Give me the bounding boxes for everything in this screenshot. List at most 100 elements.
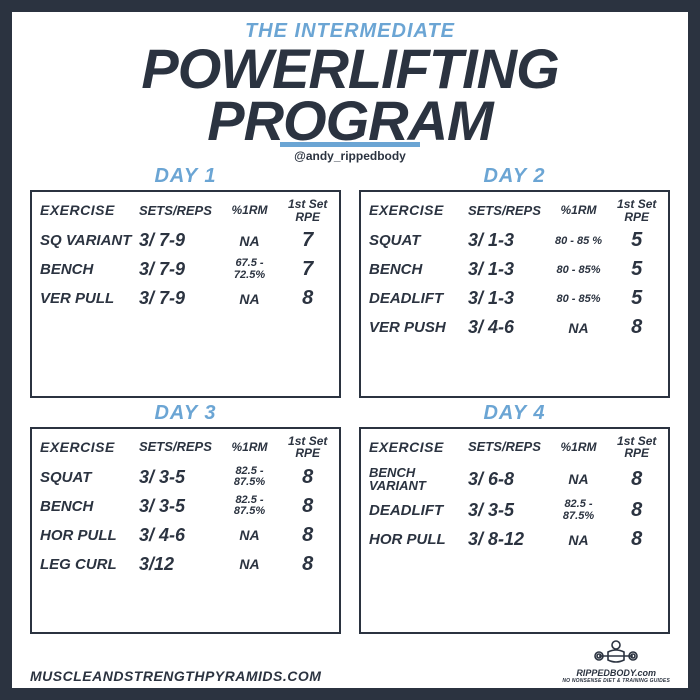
col-sets: SETS/REPS	[139, 440, 215, 454]
cell-sets: 3/ 6-8	[468, 469, 544, 490]
table-row: SQ VARIANT 3/ 7-9 NA 7	[40, 229, 331, 252]
cell-rm: NA	[544, 471, 614, 487]
col-rm: %1RM	[544, 441, 614, 454]
col-rm: %1RM	[215, 441, 285, 454]
table-row: BENCH 3/ 1-3 80 - 85% 5	[369, 258, 660, 281]
cell-ex: BENCHVARIANT	[369, 466, 468, 493]
table-header: EXERCISE SETS/REPS %1RM 1st SetRPE	[369, 198, 660, 223]
table-header: EXERCISE SETS/REPS %1RM 1st SetRPE	[40, 435, 331, 460]
cell-rpe: 8	[613, 468, 660, 491]
cell-sets: 3/12	[139, 554, 215, 575]
day1-block: DAY 1 EXERCISE SETS/REPS %1RM 1st SetRPE…	[30, 165, 341, 397]
table-row: HOR PULL 3/ 8-12 NA 8	[369, 528, 660, 551]
footer-right-logo: RIPPEDBODY.com NO NONSENSE DIET & TRAINI…	[562, 638, 670, 684]
cell-sets: 3/ 1-3	[468, 288, 544, 309]
day2-block: DAY 2 EXERCISE SETS/REPS %1RM 1st SetRPE…	[359, 165, 670, 397]
cell-rm: 67.5 -72.5%	[215, 258, 285, 281]
footer-tagline: NO NONSENSE DIET & TRAINING GUIDES	[562, 678, 670, 684]
table-row: BENCHVARIANT 3/ 6-8 NA 8	[369, 466, 660, 493]
cell-sets: 3/ 1-3	[468, 259, 544, 280]
cell-ex: BENCH	[369, 261, 468, 278]
cell-ex: DEADLIFT	[369, 502, 468, 519]
cell-rm: NA	[215, 556, 285, 572]
title-line2: PROGRAM	[30, 95, 670, 147]
cell-rpe: 8	[284, 287, 331, 310]
cell-rpe: 7	[284, 258, 331, 281]
col-rpe: 1st SetRPE	[284, 198, 331, 223]
cell-ex: HOR PULL	[369, 531, 468, 548]
cell-sets: 3/ 8-12	[468, 529, 544, 550]
day2-table: EXERCISE SETS/REPS %1RM 1st SetRPE SQUAT…	[359, 190, 670, 397]
day4-block: DAY 4 EXERCISE SETS/REPS %1RM 1st SetRPE…	[359, 402, 670, 634]
cell-rm: 82.5 -87.5%	[215, 466, 285, 489]
footer-brand: RIPPEDBODY.com	[562, 668, 670, 678]
table-header: EXERCISE SETS/REPS %1RM 1st SetRPE	[40, 198, 331, 223]
table-row: BENCH 3/ 3-5 82.5 -87.5% 8	[40, 495, 331, 518]
cell-ex: VER PUSH	[369, 319, 468, 336]
cell-rpe: 8	[613, 528, 660, 551]
cell-rm: 82.5 -87.5%	[215, 495, 285, 518]
table-row: SQUAT 3/ 3-5 82.5 -87.5% 8	[40, 466, 331, 489]
cell-rm: 82.5 -87.5%	[544, 499, 614, 522]
cell-rm: NA	[544, 532, 614, 548]
cell-ex: SQUAT	[369, 232, 468, 249]
cell-ex: SQ VARIANT	[40, 232, 139, 249]
col-sets: SETS/REPS	[468, 440, 544, 454]
cell-rm: NA	[215, 527, 285, 543]
table-row: VER PULL 3/ 7-9 NA 8	[40, 287, 331, 310]
table-row: VER PUSH 3/ 4-6 NA 8	[369, 316, 660, 339]
col-exercise: EXERCISE	[369, 203, 468, 218]
cell-ex: HOR PULL	[40, 527, 139, 544]
cell-rpe: 5	[613, 258, 660, 281]
cell-ex: SQUAT	[40, 469, 139, 486]
cell-rpe: 8	[284, 466, 331, 489]
footer-left-url: MUSCLEANDSTRENGTHPYRAMIDS.COM	[30, 668, 321, 684]
cell-rpe: 7	[284, 229, 331, 252]
table-row: SQUAT 3/ 1-3 80 - 85 % 5	[369, 229, 660, 252]
cell-rm: NA	[215, 291, 285, 307]
table-row: DEADLIFT 3/ 1-3 80 - 85% 5	[369, 287, 660, 310]
cell-ex: VER PULL	[40, 290, 139, 307]
cell-sets: 3/ 7-9	[139, 259, 215, 280]
day3-table: EXERCISE SETS/REPS %1RM 1st SetRPE SQUAT…	[30, 427, 341, 634]
rippedbody-logo-icon	[593, 638, 639, 668]
cell-ex: DEADLIFT	[369, 290, 468, 307]
col-rpe: 1st SetRPE	[284, 435, 331, 460]
col-exercise: EXERCISE	[369, 440, 468, 455]
cell-rpe: 8	[613, 316, 660, 339]
day1-table: EXERCISE SETS/REPS %1RM 1st SetRPE SQ VA…	[30, 190, 341, 397]
table-row: DEADLIFT 3/ 3-5 82.5 -87.5% 8	[369, 499, 660, 522]
cell-rm: 80 - 85%	[544, 264, 614, 276]
table-row: LEG CURL 3/12 NA 8	[40, 553, 331, 576]
cell-ex: BENCH	[40, 261, 139, 278]
social-handle: @andy_rippedbody	[30, 149, 670, 163]
cell-sets: 3/ 1-3	[468, 230, 544, 251]
col-rm: %1RM	[215, 204, 285, 217]
col-rpe: 1st SetRPE	[613, 435, 660, 460]
cell-ex: BENCH	[40, 498, 139, 515]
cell-rpe: 8	[284, 553, 331, 576]
cell-sets: 3/ 7-9	[139, 230, 215, 251]
footer: MUSCLEANDSTRENGTHPYRAMIDS.COM RIPPEDBODY…	[30, 638, 670, 684]
cell-rm: NA	[215, 233, 285, 249]
table-row: HOR PULL 3/ 4-6 NA 8	[40, 524, 331, 547]
col-sets: SETS/REPS	[139, 204, 215, 218]
cell-sets: 3/ 3-5	[139, 467, 215, 488]
cell-sets: 3/ 7-9	[139, 288, 215, 309]
cell-rpe: 8	[284, 495, 331, 518]
day4-title: DAY 4	[359, 402, 670, 425]
day3-title: DAY 3	[30, 402, 341, 425]
cell-rm: NA	[544, 320, 614, 336]
col-sets: SETS/REPS	[468, 204, 544, 218]
col-rpe: 1st SetRPE	[613, 198, 660, 223]
day1-title: DAY 1	[30, 165, 341, 188]
col-exercise: EXERCISE	[40, 203, 139, 218]
table-row: BENCH 3/ 7-9 67.5 -72.5% 7	[40, 258, 331, 281]
cell-sets: 3/ 4-6	[139, 525, 215, 546]
cell-rpe: 8	[284, 524, 331, 547]
cell-rm: 80 - 85%	[544, 293, 614, 305]
col-exercise: EXERCISE	[40, 440, 139, 455]
cell-rpe: 8	[613, 499, 660, 522]
cell-sets: 3/ 4-6	[468, 317, 544, 338]
day4-table: EXERCISE SETS/REPS %1RM 1st SetRPE BENCH…	[359, 427, 670, 634]
